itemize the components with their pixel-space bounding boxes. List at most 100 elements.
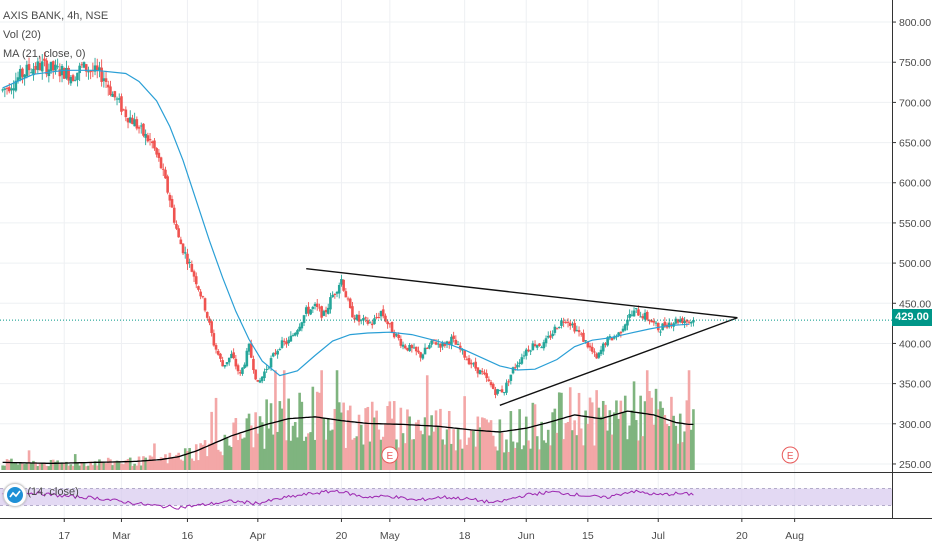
candle-body [65, 67, 68, 79]
candle-body [177, 228, 180, 238]
candle-body [390, 321, 394, 334]
candle-body [421, 354, 425, 359]
candle-body [296, 330, 299, 335]
candle-body [117, 98, 121, 100]
volume-bar [192, 460, 196, 470]
candle-body [287, 339, 290, 344]
candle-body [175, 223, 178, 229]
candle-body [23, 74, 26, 78]
candle-body [480, 371, 484, 373]
volume-bar [553, 408, 557, 470]
volume-bar [388, 401, 392, 470]
candle-body [315, 303, 319, 308]
candle-body [49, 61, 53, 71]
candle-body [566, 321, 570, 323]
volume-bar [54, 461, 57, 470]
trendline-upper [306, 268, 738, 319]
volume-bar [623, 395, 627, 470]
x-tick-label: Aug [785, 530, 804, 542]
x-tick-label: 15 [582, 530, 594, 542]
candle-body [21, 68, 24, 77]
volume-bar [289, 440, 293, 470]
candle-body [502, 392, 506, 394]
earnings-marker-label: E [387, 451, 394, 462]
volume-bar [441, 439, 444, 470]
candle-body [597, 352, 601, 358]
volume-bar [51, 459, 55, 470]
candle-body [146, 135, 150, 142]
candle-body [227, 357, 231, 363]
candle-body [428, 345, 431, 349]
volume-bar [606, 430, 609, 470]
candle-body [513, 367, 517, 369]
volume-bar [604, 404, 607, 470]
candle-body [632, 310, 636, 317]
volume-bar [128, 457, 132, 470]
candle-body [80, 64, 84, 66]
candle-body [423, 347, 427, 355]
volume-bar [562, 439, 565, 470]
volume-bar [221, 455, 224, 470]
candle-body [247, 343, 251, 352]
volume-bar [76, 462, 79, 470]
volume-bar [621, 411, 625, 470]
volume-bar [612, 412, 616, 470]
candle-body [483, 372, 486, 375]
volume-bar [353, 437, 356, 470]
candle-body [252, 358, 255, 371]
candle-body [238, 372, 242, 374]
volume-bar [546, 429, 550, 470]
candle-body [531, 343, 535, 351]
volume-bar [575, 435, 579, 470]
candle-body [201, 296, 205, 298]
volume-bar [509, 411, 513, 470]
volume-bar [236, 440, 240, 470]
volume-bar [520, 449, 524, 470]
candle-body [384, 315, 387, 322]
volume-bar [465, 444, 469, 470]
y-tick-label: 800.00 [899, 17, 931, 29]
volume-bar [588, 397, 592, 470]
volume-bar [463, 396, 466, 470]
volume-bar [630, 410, 634, 470]
candle-body [40, 61, 44, 72]
candle-body [626, 319, 629, 326]
volume-bar [302, 440, 306, 470]
candle-body [362, 318, 365, 321]
volume-bar [318, 392, 321, 470]
volume-bar [573, 420, 576, 470]
tradingview-logo-icon[interactable] [3, 483, 27, 507]
volume-bar [340, 412, 343, 470]
candle-body [663, 321, 667, 327]
candle-body [654, 322, 658, 324]
y-tick-label: 400.00 [899, 338, 931, 350]
volume-bar [27, 450, 31, 470]
volume-bar [692, 409, 695, 470]
volume-bar [194, 444, 198, 470]
volume-bar [16, 464, 20, 470]
volume-bar [313, 439, 317, 470]
candle-body [476, 367, 480, 374]
volume-bar [241, 438, 244, 470]
volume-bar [276, 431, 279, 470]
volume-bar [436, 426, 440, 470]
candle-body [450, 336, 453, 345]
volume-bar [212, 444, 216, 470]
volume-bar [447, 410, 451, 470]
volume-bar [597, 407, 601, 470]
rsi-line [2, 489, 694, 510]
candle-body [538, 343, 541, 346]
volume-bar [73, 454, 77, 470]
volume-bar [689, 429, 693, 470]
candle-body [276, 350, 279, 355]
volume-bar [98, 459, 101, 470]
volume-bar [467, 437, 471, 470]
volume-bar [214, 397, 218, 470]
candle-body [274, 352, 277, 355]
candle-body [522, 355, 526, 357]
volume-bar [410, 439, 414, 470]
candle-body [278, 349, 282, 351]
candle-body [1, 89, 4, 91]
candle-body [289, 335, 293, 342]
